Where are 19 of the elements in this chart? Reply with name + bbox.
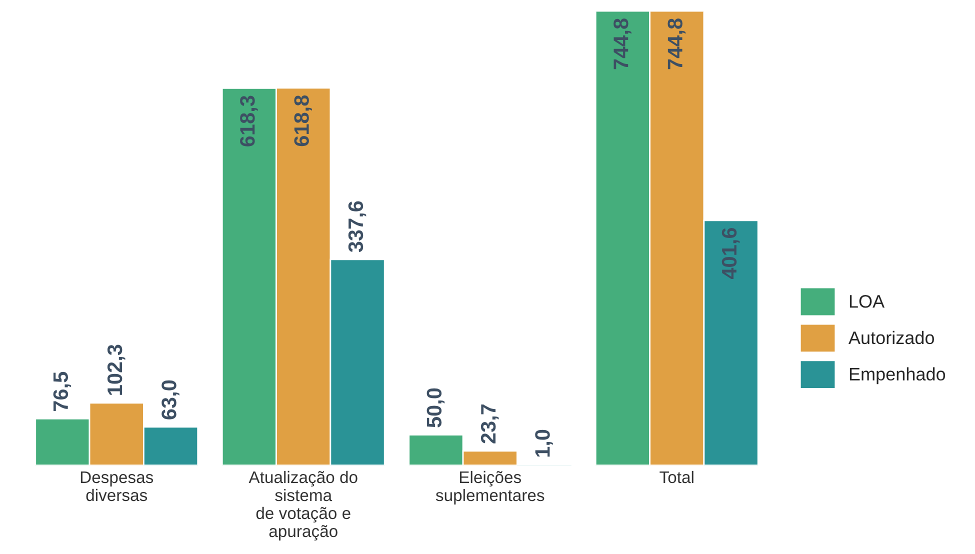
x-tick-label: Eleições suplementares	[436, 470, 544, 504]
legend-label: LOA	[850, 294, 885, 308]
x-tick-label: Total	[660, 470, 694, 484]
data-label: 744,8	[614, 18, 632, 70]
data-label: 618,8	[294, 95, 312, 146]
legend-label: Autorizado	[848, 330, 934, 344]
data-label: 50,0	[426, 388, 445, 428]
legend-label: Empenhado	[850, 367, 946, 384]
data-label: 63,0	[162, 380, 180, 420]
data-label: 76,5	[53, 372, 72, 411]
data-label: 401,6	[722, 228, 740, 280]
data-label: 618,3	[240, 96, 258, 146]
data-label: 23,7	[480, 404, 499, 444]
data-label: 1,0	[535, 430, 553, 457]
data-label: 102,3	[107, 344, 126, 395]
data-label: 744,8	[668, 18, 686, 70]
x-tick-label: Atualização do sistema de votação e apuração	[248, 470, 358, 541]
x-tick-label: Despesas diversas	[80, 472, 154, 502]
data-label: 337,6	[348, 201, 366, 252]
